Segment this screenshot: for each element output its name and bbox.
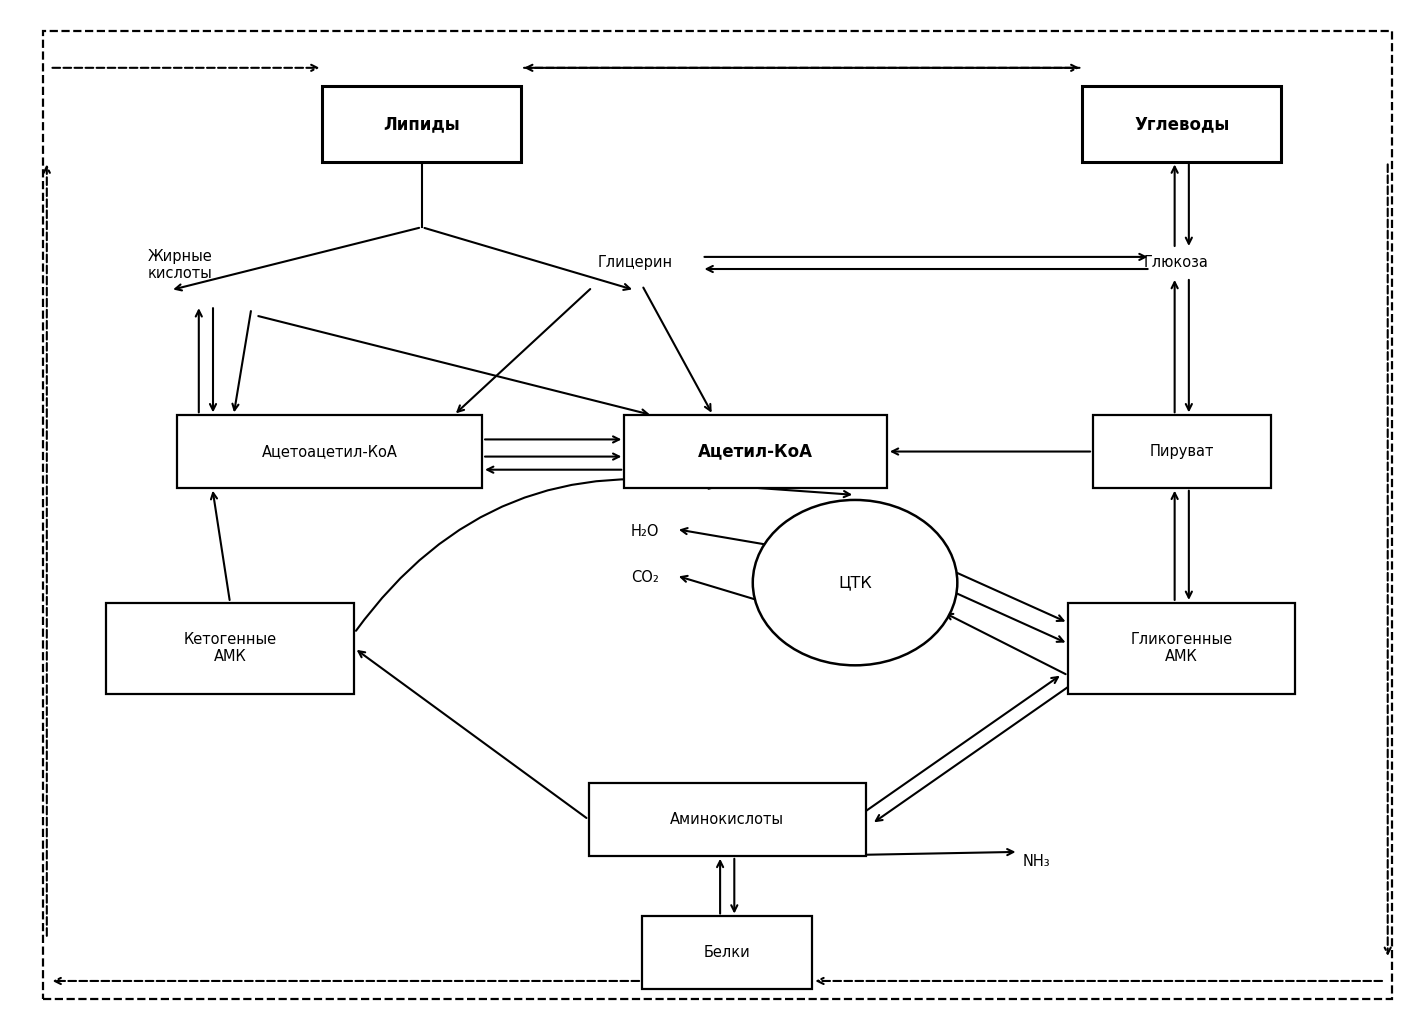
FancyBboxPatch shape: [1092, 415, 1271, 488]
Text: Аминокислоты: Аминокислоты: [670, 812, 784, 827]
Text: Углеводы: Углеводы: [1134, 115, 1229, 133]
Text: Липиды: Липиды: [384, 115, 461, 133]
Text: Глицерин: Глицерин: [597, 256, 673, 271]
Text: ЦТК: ЦТК: [838, 575, 871, 590]
FancyBboxPatch shape: [1068, 602, 1295, 694]
Text: Кетогенные
АМК: Кетогенные АМК: [184, 632, 277, 664]
FancyBboxPatch shape: [642, 917, 813, 989]
Text: H₂O: H₂O: [630, 523, 659, 538]
Text: Белки: Белки: [704, 945, 750, 960]
Text: Глюкоза: Глюкоза: [1144, 256, 1208, 271]
Text: CO₂: CO₂: [632, 570, 659, 585]
FancyBboxPatch shape: [1082, 86, 1281, 161]
Text: Ацетил-КоА: Ацетил-КоА: [699, 442, 813, 460]
Text: Гликогенные
АМК: Гликогенные АМК: [1131, 632, 1233, 664]
FancyBboxPatch shape: [625, 415, 887, 488]
FancyBboxPatch shape: [589, 783, 866, 856]
Ellipse shape: [753, 500, 957, 665]
Text: Пируват: Пируват: [1149, 444, 1214, 459]
FancyBboxPatch shape: [177, 415, 482, 488]
FancyBboxPatch shape: [322, 86, 522, 161]
FancyBboxPatch shape: [106, 602, 354, 694]
Text: NH₃: NH₃: [1022, 855, 1051, 869]
Text: Жирные
кислоты: Жирные кислоты: [148, 248, 212, 281]
Text: Ацетоацетил-КоА: Ацетоацетил-КоА: [261, 444, 398, 459]
